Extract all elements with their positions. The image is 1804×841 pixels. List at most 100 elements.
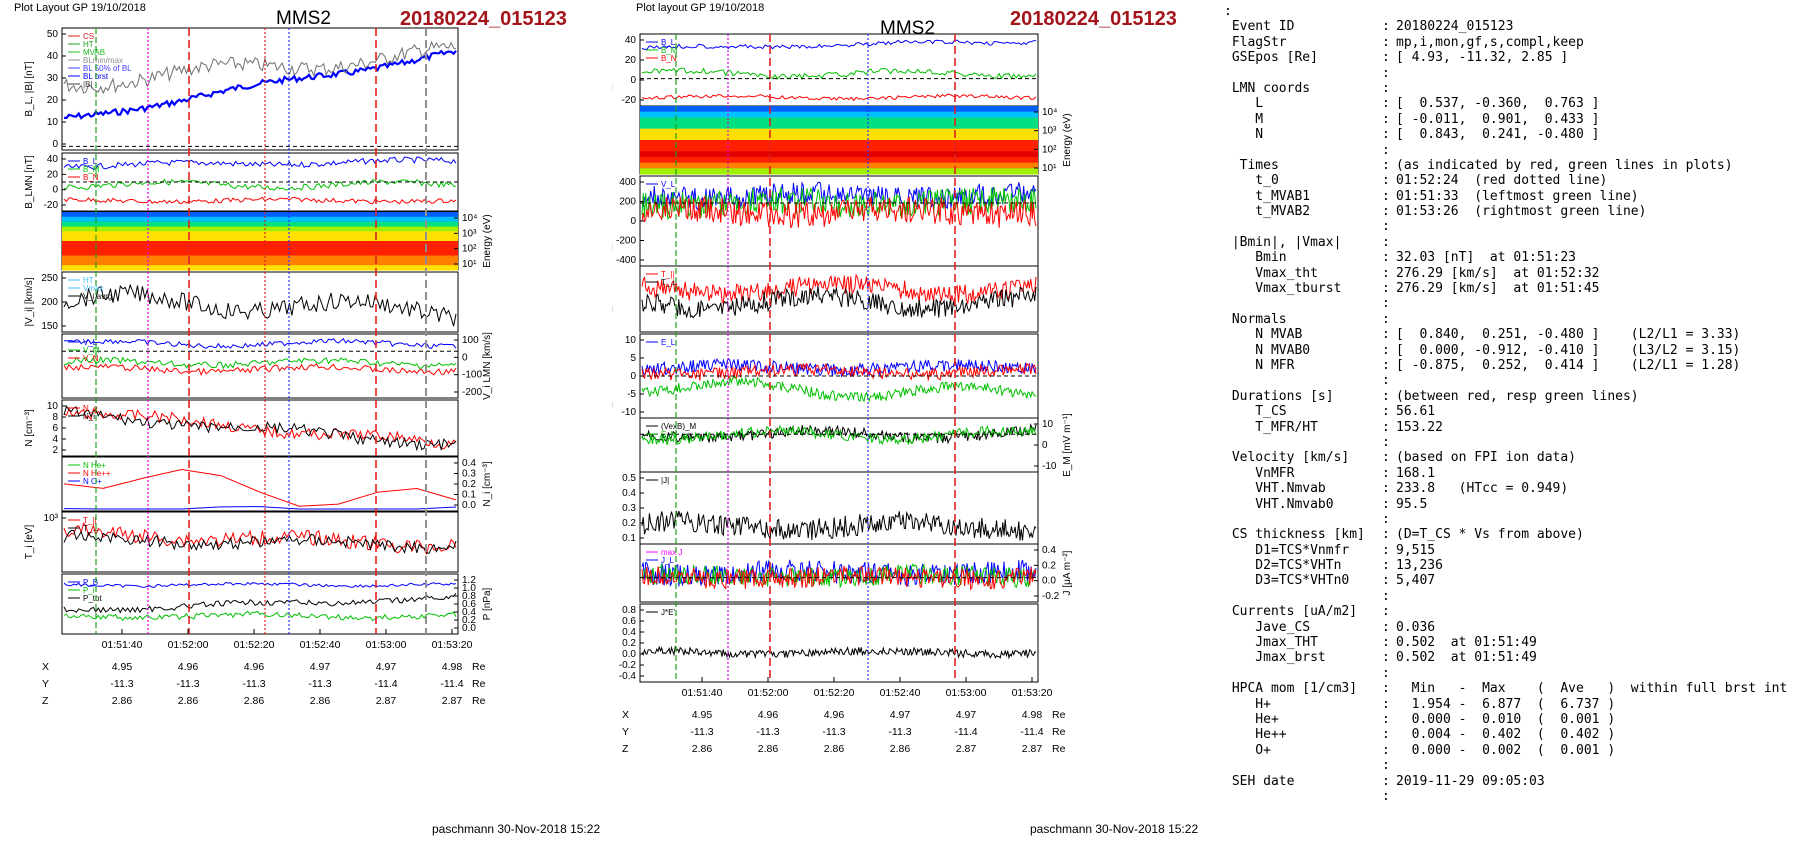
data-series-line [641, 286, 1037, 319]
x-tick-label: 01:53:00 [946, 687, 987, 699]
spectrogram-band [640, 128, 1038, 135]
summary-key: D3=TCS*VHTn0 [1224, 573, 1350, 589]
position-value: -11.4 [954, 726, 977, 738]
data-series-line [641, 273, 1037, 306]
legend-label: T_|| [661, 270, 675, 279]
legend-label: |B| [83, 80, 93, 89]
y-tick-label: -20 [622, 95, 637, 106]
position-unit: Re [472, 661, 486, 673]
y-tick-label: 0.2 [622, 638, 636, 649]
legend-label: T_|| [83, 516, 97, 525]
summary-key: Vmax_tht [1224, 265, 1318, 281]
spectrogram-band [62, 241, 458, 247]
summary-key: L [1224, 96, 1264, 112]
summary-key: Jmax_brst [1224, 650, 1326, 666]
position-value: 2.87 [1022, 743, 1043, 755]
panel-frame [61, 333, 459, 399]
summary-value: 1.954 - 6.877 ( 6.737 ) [1396, 696, 1616, 712]
data-series-line [63, 337, 457, 349]
spectrogram-band [640, 151, 1038, 158]
y-tick-label: 0.1 [622, 533, 636, 544]
y-tick-label: 10 [1042, 419, 1054, 430]
y-axis-label: V_e LMN [km/s] [612, 185, 613, 256]
event-summary-panel: : Event ID:20180224_015123 FlagStr: mp,i,… [1224, 4, 1800, 804]
position-row-label: X [42, 661, 49, 673]
position-value: 4.97 [956, 709, 977, 721]
data-series-line [63, 178, 457, 191]
summary-line: N MFR: [ -0.875, 0.252, 0.414 ] (L2/L1 = … [1224, 358, 1800, 373]
summary-colon: : [1382, 696, 1390, 712]
summary-colon: : [1382, 19, 1390, 35]
y-tick-label: -0.2 [619, 660, 637, 671]
summary-value: [ 0.843, 0.241, -0.480 ] [1396, 127, 1600, 143]
panel-frame [639, 471, 1039, 545]
summary-line: Event ID:20180224_015123 [1224, 19, 1800, 34]
summary-colon: : [1382, 588, 1390, 604]
legend-label: V_L [83, 338, 98, 347]
y-tick-label: 40 [47, 51, 59, 62]
y-tick-label: 50 [47, 29, 59, 40]
summary-colon: : [1382, 650, 1390, 666]
summary-line: : [1224, 666, 1800, 681]
summary-value: 233.8 (HTcc = 0.949) [1396, 481, 1569, 497]
position-row-label: X [622, 709, 629, 721]
summary-colon: : [1382, 327, 1390, 343]
y-tick-label: 10¹ [1042, 163, 1057, 174]
legend-label: |J| [661, 476, 669, 485]
summary-value: 01:53:26 (rightmost green line) [1396, 204, 1647, 220]
y-tick-label: 10¹ [462, 259, 477, 270]
y-tick-label: 0.0 [1042, 576, 1056, 587]
summary-key: T_MFR/HT [1224, 419, 1318, 435]
summary-value: 0.036 [1396, 619, 1436, 635]
y-tick-label: 10 [625, 335, 637, 346]
position-value: 4.95 [112, 661, 133, 673]
summary-colon: : [1382, 527, 1390, 543]
data-series-line [64, 355, 457, 370]
summary-line: Vmax_tburst:276.29 [km/s] at 01:51:45 [1224, 281, 1800, 296]
summary-value: (D=T_CS * Vs from above) [1396, 527, 1584, 543]
summary-key [1224, 789, 1382, 804]
position-value: 2.86 [112, 695, 133, 707]
summary-line: H+: 1.954 - 6.877 ( 6.737 ) [1224, 697, 1800, 712]
summary-line: : [1224, 143, 1800, 158]
position-unit: Re [1052, 709, 1066, 721]
y-tick-label: 0.0 [462, 623, 476, 634]
position-value: 4.97 [376, 661, 397, 673]
summary-line: T_CS:56.61 [1224, 404, 1800, 419]
legend-label: B_N [661, 54, 677, 63]
summary-line: Jmax_brst:0.502 at 01:51:49 [1224, 650, 1800, 665]
legend-label: V_i avrg [83, 292, 112, 301]
x-tick-label: 01:52:20 [234, 639, 275, 651]
y-tick-label: 0 [52, 139, 58, 150]
summary-line: O+: 0.000 - 0.002 ( 0.001 ) [1224, 743, 1800, 758]
y-tick-label: 20 [47, 169, 59, 180]
summary-value: 9,515 [1396, 542, 1436, 558]
summary-colon: : [1382, 388, 1390, 404]
legend-label: max J [661, 548, 682, 557]
y-tick-label: 40 [47, 154, 59, 165]
summary-line: : [1224, 66, 1800, 81]
summary-line: He++: 0.004 - 0.402 ( 0.402 ) [1224, 727, 1800, 742]
legend-label: J_L [661, 556, 674, 565]
y-tick-label: 10³ [44, 513, 59, 524]
summary-key: N MVAB [1224, 327, 1303, 343]
y-axis-label: T_e [eV] [612, 280, 613, 318]
summary-line: VHT.Nmvab:233.8 (HTcc = 0.949) [1224, 481, 1800, 496]
data-series-line [641, 67, 1037, 81]
summary-line: : [1224, 789, 1800, 804]
summary-colon: : [1382, 434, 1390, 450]
data-series-line [63, 40, 457, 95]
y-axis-label: Energy (eV) [482, 214, 493, 267]
summary-value: 5,407 [1396, 573, 1436, 589]
legend-label: N He+ [83, 461, 106, 470]
position-value: 2.86 [178, 695, 199, 707]
summary-key: Durations [s] [1224, 388, 1334, 404]
y-tick-label: 200 [619, 197, 636, 208]
summary-line: : [1224, 296, 1800, 311]
summary-line: D2=TCS*VHTn:13,236 [1224, 558, 1800, 573]
y-tick-label: 40 [625, 35, 637, 46]
y-tick-label: -20 [44, 200, 59, 211]
summary-value: [ -0.011, 0.901, 0.433 ] [1396, 111, 1600, 127]
summary-key: SEH date [1224, 773, 1295, 789]
